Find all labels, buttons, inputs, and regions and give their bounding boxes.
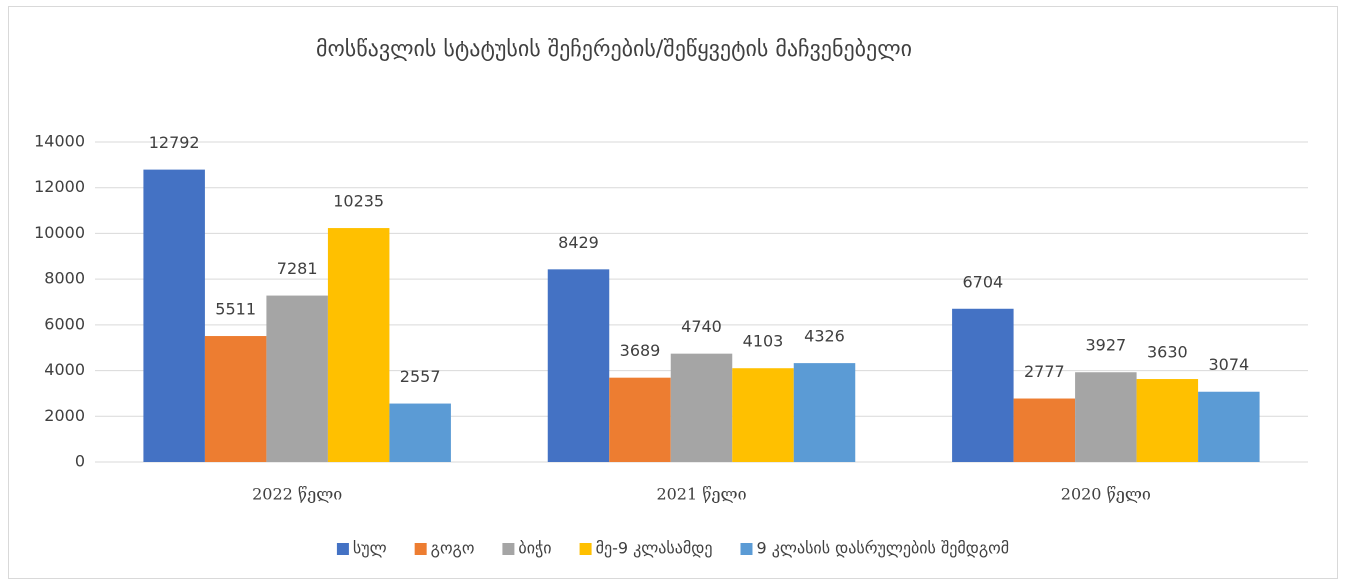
y-tick-label: 10000 <box>34 223 85 242</box>
y-tick-label: 12000 <box>34 177 85 196</box>
bar <box>670 353 733 462</box>
legend-swatch <box>336 543 349 555</box>
data-label: 2557 <box>400 367 441 386</box>
legend-swatch <box>502 543 515 555</box>
data-label: 3689 <box>620 341 661 360</box>
y-tick-label: 0 <box>75 452 85 471</box>
legend-label: ბიჭი <box>518 539 551 558</box>
y-tick-label: 4000 <box>44 360 85 379</box>
x-tick-label: 2020 წელი <box>1061 485 1151 504</box>
data-label: 2777 <box>1024 362 1065 381</box>
bar <box>266 295 328 462</box>
bar <box>1198 391 1260 462</box>
data-label: 4326 <box>804 327 845 346</box>
bar <box>547 269 610 462</box>
data-label: 5511 <box>215 300 256 319</box>
chart-border <box>8 6 1338 579</box>
bar <box>1075 372 1137 462</box>
bar <box>609 377 671 462</box>
y-tick-label: 2000 <box>44 406 85 425</box>
legend-swatch <box>579 543 592 555</box>
legend-swatch <box>414 543 427 555</box>
data-label: 8429 <box>558 233 599 252</box>
legend-label: გოგო <box>431 539 475 558</box>
data-label: 10235 <box>333 192 384 211</box>
bar <box>389 403 451 462</box>
legend-label: მე-9 კლასამდე <box>596 539 713 558</box>
bar <box>1136 379 1199 462</box>
data-label: 3630 <box>1147 343 1188 362</box>
x-tick-label: 2021 წელი <box>656 485 746 504</box>
bar <box>143 169 205 462</box>
bar <box>1013 398 1076 462</box>
data-label: 12792 <box>149 133 200 152</box>
data-label: 3927 <box>1085 336 1126 355</box>
bar <box>732 368 794 462</box>
data-label: 3074 <box>1208 355 1249 374</box>
x-tick-label: 2022 წელი <box>252 485 342 504</box>
y-tick-label: 14000 <box>34 132 85 151</box>
y-tick-label: 8000 <box>44 269 85 288</box>
y-tick-label: 6000 <box>44 314 85 333</box>
bar <box>327 228 390 462</box>
bar <box>793 363 856 462</box>
legend-label: 9 კლასის დასრულების შემდგომ <box>756 539 1009 558</box>
data-label: 6704 <box>962 272 1003 291</box>
legend-swatch <box>740 543 753 555</box>
chart-title: მოსწავლის სტატუსის შეჩერების/შეწყვეტის მ… <box>316 37 912 62</box>
data-label: 7281 <box>277 259 318 278</box>
data-label: 4740 <box>681 317 722 336</box>
data-label: 4103 <box>743 332 784 351</box>
legend-label: სულ <box>353 539 387 558</box>
bar <box>952 308 1014 462</box>
bar <box>204 336 267 462</box>
